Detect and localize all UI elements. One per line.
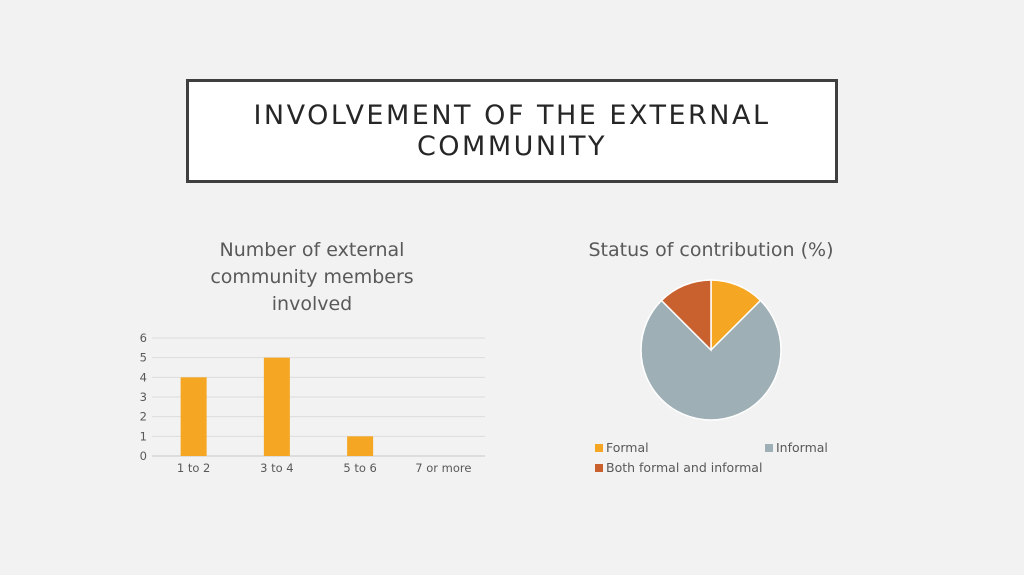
bar-chart: 0 1 2 3 4 5 6 1 to 2 3 to 4 5 to 6 7 or more [140,331,485,475]
bar [263,357,290,456]
y-tick-label: 3 [140,390,147,404]
legend-item-formal: Formal [595,440,649,455]
slide-title: INVOLVEMENT OF THE EXTERNAL COMMUNITY [253,100,771,162]
pie-legend: Formal Informal Both formal and informal [590,438,850,488]
legend-swatch-both [595,463,603,472]
y-tick-label: 0 [140,449,147,463]
legend-item-both: Both formal and informal [595,460,762,475]
bar [347,436,374,456]
legend-label-both: Both formal and informal [606,460,763,475]
pie-slice [660,279,712,352]
legend-item-informal: Informal [765,440,828,455]
y-tick-label: 4 [140,370,147,384]
legend-swatch-informal [765,443,773,452]
x-tick-label: 3 to 4 [260,461,294,475]
legend-label-formal: Formal [606,440,649,455]
y-tick-label: 6 [140,331,147,345]
y-tick-label: 1 [140,429,147,443]
y-tick-label: 2 [140,410,147,424]
pie-chart [640,279,782,421]
x-tick-label: 7 or more [415,461,471,475]
pie-slice [640,299,782,421]
legend-label-informal: Informal [776,440,828,455]
bar [180,377,207,456]
x-tick-label: 1 to 2 [177,461,211,475]
pie-chart-title: Status of contribution (%) [588,239,834,261]
y-tick-label: 5 [140,351,147,365]
x-tick-label: 5 to 6 [343,461,377,475]
legend-swatch-formal [595,443,603,452]
slide-title-box: INVOLVEMENT OF THE EXTERNAL COMMUNITY [186,79,838,183]
bar-chart-title: Number of external community members inv… [210,239,414,315]
